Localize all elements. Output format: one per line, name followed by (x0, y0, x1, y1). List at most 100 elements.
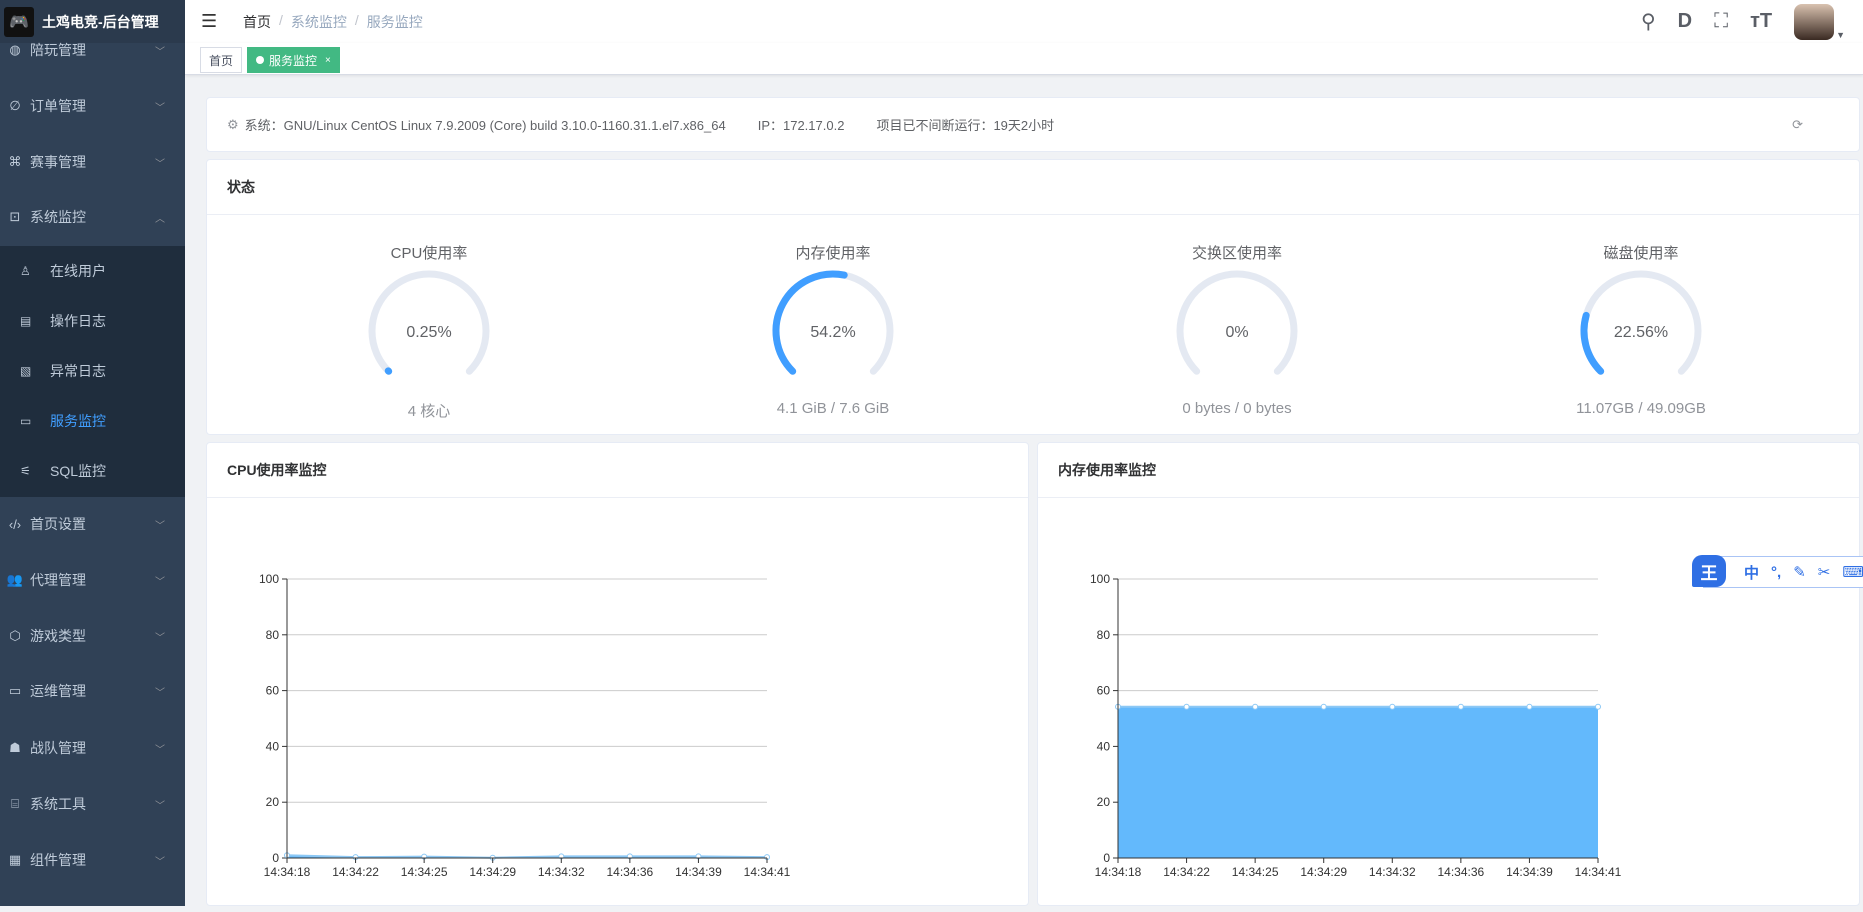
ime-logo[interactable]: 王 (1692, 555, 1726, 587)
caret-down-icon[interactable]: ▼ (1836, 30, 1845, 40)
sql-icon: ⚟ (20, 464, 50, 478)
x-tick-label: 14:34:22 (332, 865, 379, 879)
chevron-down-icon: ﹀ (155, 684, 165, 699)
chevron-up-icon: ︿ (155, 210, 165, 225)
sidebar-item-10[interactable]: ⌸系统工具 ﹀ (0, 779, 185, 829)
series-area (1118, 707, 1598, 858)
sidebar-item-label: 代理管理 (30, 570, 86, 590)
sidebar-subitem-3[interactable]: ▧异常日志 (0, 346, 185, 396)
x-tick-label: 14:34:25 (1232, 865, 1279, 879)
breadcrumb-home[interactable]: 首页 (243, 12, 271, 32)
gauge-value: 0.25% (406, 324, 451, 341)
chevron-down-icon: ﹀ (155, 797, 165, 812)
data-point (1458, 704, 1463, 709)
chevron-down-icon: ﹀ (155, 99, 165, 114)
server-monitor-icon: ▭ (20, 414, 50, 428)
x-tick-label: 14:34:29 (469, 865, 516, 879)
sidebar-item-3[interactable]: ⌘赛事管理﹀ (0, 137, 185, 187)
x-tick-label: 14:34:41 (744, 865, 791, 879)
gauge-progress (776, 274, 844, 371)
sidebar-item-label: 战队管理 (30, 738, 86, 758)
sidebar-item-1[interactable]: ◍陪玩管理﹀ (0, 25, 185, 75)
ime-chinese-toggle[interactable]: 中 (1744, 562, 1759, 583)
tool-icon: ⌸ (0, 796, 30, 812)
sidebar-item-11[interactable]: ▦组件管理﹀ (0, 835, 185, 885)
y-tick-label: 0 (1103, 851, 1110, 865)
sidebar-subitem-4[interactable]: ▭服务监控 (0, 396, 185, 446)
hamburger-icon[interactable]: ☰ (201, 11, 225, 32)
y-tick-label: 40 (266, 739, 280, 753)
x-tick-label: 14:34:39 (1506, 865, 1553, 879)
sidebar-item-label: 组件管理 (30, 850, 86, 870)
navbar: ☰ 首页/ 系统监控/ 服务监控 ⚲ D ⛶ тT ▼ (185, 0, 1863, 43)
sidebar-item-label: 运维管理 (30, 681, 86, 701)
y-tick-label: 100 (259, 572, 279, 586)
fullscreen-icon[interactable]: ⛶ (1714, 10, 1728, 33)
y-tick-label: 80 (266, 628, 280, 642)
sidebar-item-8[interactable]: ▭运维管理﹀ (0, 666, 185, 716)
sidebar-item-4[interactable]: ⊡系统监控︿ (0, 192, 185, 242)
code-icon: ‹/› (0, 517, 30, 532)
sidebar-item-2[interactable]: ∅订单管理 ﹀ (0, 81, 185, 131)
status-card: 状态 CPU使用率 0.25% 4 核心内存使用率 54.2% 4.1 GiB … (206, 159, 1860, 435)
link-icon: ∅ (0, 98, 30, 114)
sidebar-subitem-2[interactable]: ▤操作日志 (0, 296, 185, 346)
chevron-down-icon: ﹀ (155, 517, 165, 532)
avatar[interactable] (1794, 4, 1834, 40)
data-point (1321, 704, 1326, 709)
close-icon[interactable]: × (325, 55, 331, 66)
online-user-icon: ♙ (20, 264, 50, 278)
system-info: 系统：GNU/Linux CentOS Linux 7.9.2009 (Core… (245, 115, 726, 134)
gauge-subtext: 4 核心 (329, 400, 529, 421)
x-tick-label: 14:34:36 (1437, 865, 1484, 879)
sidebar-item-label: 赛事管理 (30, 152, 86, 172)
ime-keyboard-icon[interactable]: ⌨ (1842, 563, 1863, 581)
data-point (1390, 704, 1395, 709)
sidebar-subitem-1[interactable]: ♙在线用户 (0, 246, 185, 296)
x-tick-label: 14:34:32 (538, 865, 585, 879)
tag-label: 首页 (209, 52, 233, 69)
x-tick-label: 14:34:39 (675, 865, 722, 879)
sidebar-item-9[interactable]: ☗战队管理﹀ (0, 723, 185, 773)
data-point (1596, 704, 1601, 709)
y-tick-label: 60 (266, 684, 280, 698)
ime-punctuation-toggle[interactable]: °, (1771, 564, 1781, 581)
ime-toolbar[interactable]: 王 中 °, ✎ ✂ ⌨ 👕 (1703, 556, 1863, 588)
system-info-card: ⚙ 系统：GNU/Linux CentOS Linux 7.9.2009 (Co… (206, 97, 1860, 152)
sidebar-subitem-label: 服务监控 (50, 411, 106, 431)
ime-screenshot-icon[interactable]: ✂ (1818, 563, 1831, 581)
tag-server-monitor[interactable]: 服务监控× (247, 47, 340, 73)
x-tick-label: 14:34:22 (1163, 865, 1210, 879)
sidebar-item-label: 订单管理 (30, 96, 86, 116)
form-log-icon: ▤ (20, 314, 50, 328)
y-tick-label: 100 (1090, 572, 1110, 586)
x-tick-label: 14:34:18 (1095, 865, 1142, 879)
status-title: 状态 (207, 160, 1859, 215)
font-size-icon[interactable]: тT (1750, 10, 1772, 33)
search-icon[interactable]: ⚲ (1641, 9, 1656, 34)
chevron-down-icon: ﹀ (155, 853, 165, 868)
x-tick-label: 14:34:36 (606, 865, 653, 879)
cube-icon: ⬡ (0, 628, 30, 644)
tag-home[interactable]: 首页 (200, 47, 242, 73)
gauge-value: 54.2% (810, 324, 855, 341)
ime-handwriting-icon[interactable]: ✎ (1793, 563, 1806, 581)
sidebar-item-label: 系统工具 (30, 794, 86, 814)
data-point (1184, 704, 1189, 709)
refresh-icon[interactable]: ⟳ (1792, 117, 1803, 133)
y-tick-label: 60 (1097, 684, 1111, 698)
cpu-chart-title: CPU使用率监控 (207, 443, 1028, 498)
sidebar-subitem-label: 异常日志 (50, 361, 106, 381)
tags-view: 首页 服务监控× (185, 43, 1863, 75)
gear-icon: ⚙ (227, 117, 239, 133)
gauge-progress (1584, 315, 1601, 371)
y-tick-label: 20 (266, 795, 280, 809)
sidebar-item-5[interactable]: ‹/›首页设置﹀ (0, 499, 185, 549)
document-icon[interactable]: D (1678, 10, 1692, 33)
sidebar-item-6[interactable]: 👥代理管理﹀ (0, 555, 185, 605)
x-tick-label: 14:34:18 (264, 865, 311, 879)
sidebar-subitem-5[interactable]: ⚟SQL监控 (0, 446, 185, 496)
sidebar-item-7[interactable]: ⬡游戏类型﹀ (0, 611, 185, 661)
